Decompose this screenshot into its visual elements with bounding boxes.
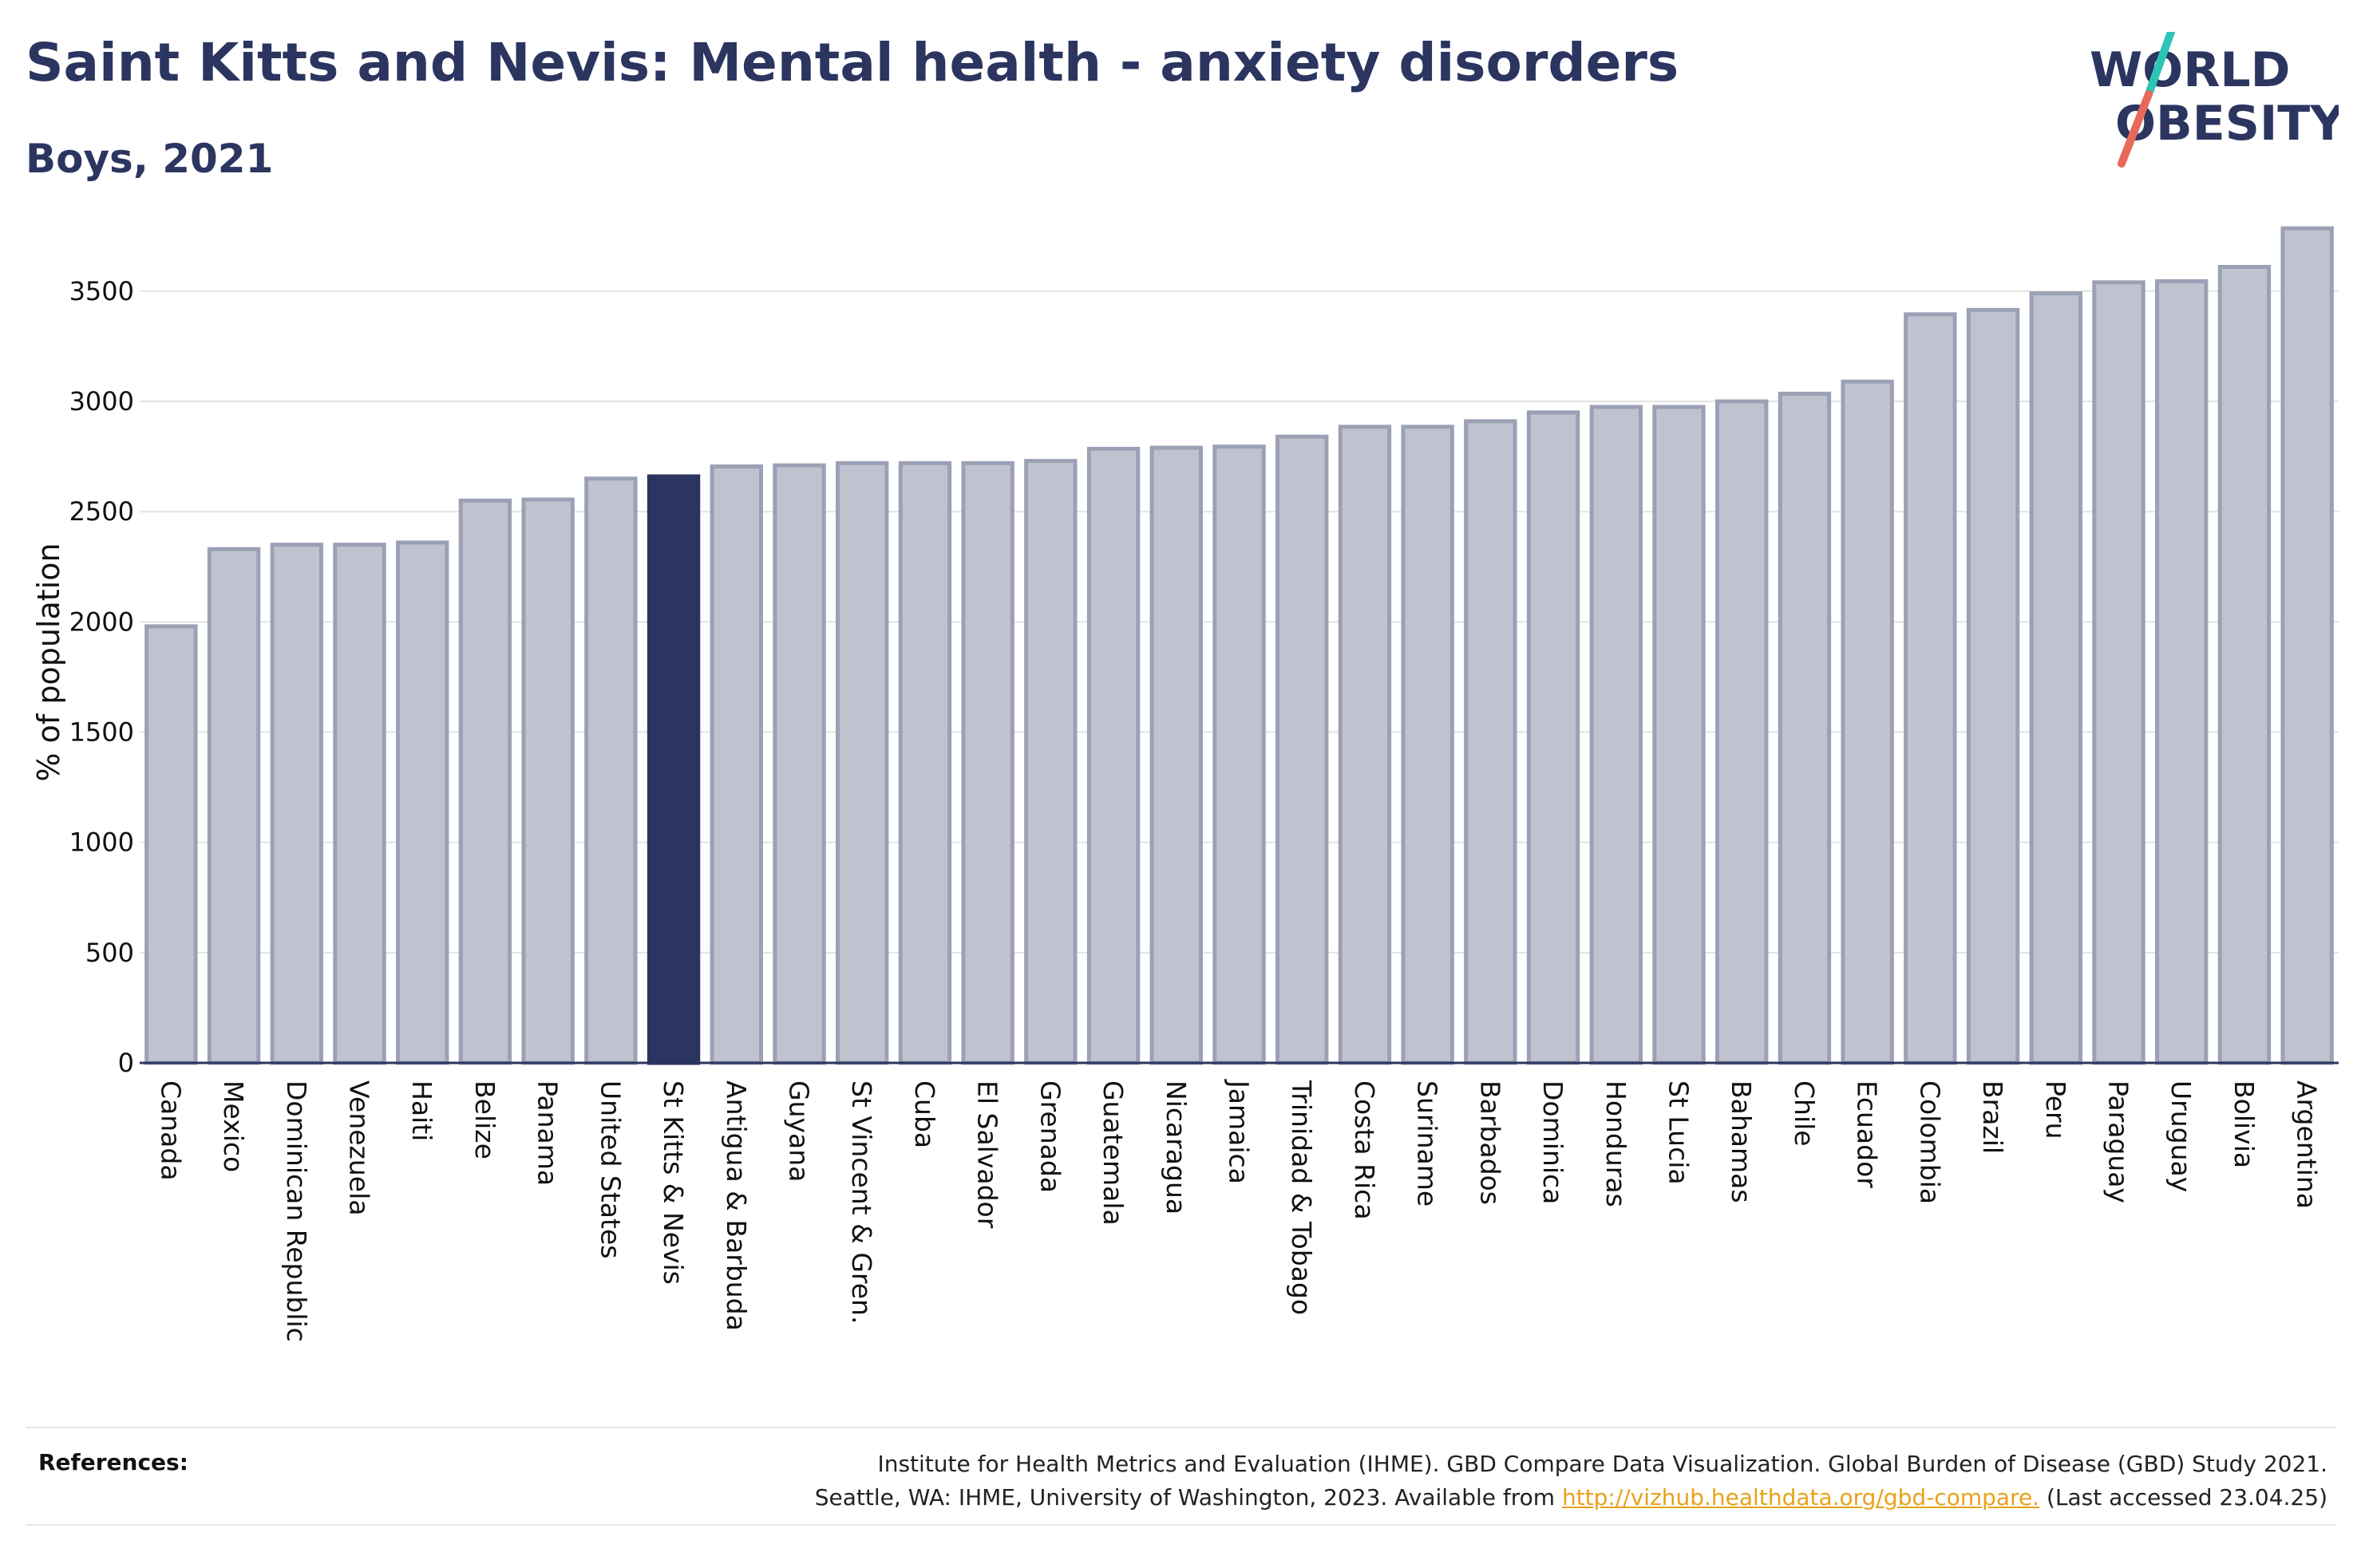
x-category-label: Peru: [2040, 1080, 2071, 1139]
x-category-label: Guatemala: [1097, 1080, 1129, 1226]
bar: [270, 543, 323, 1065]
x-category-label: Bolivia: [2229, 1080, 2260, 1168]
x-category-label: St Vincent & Gren.: [846, 1080, 877, 1324]
x-category-label: St Lucia: [1663, 1080, 1695, 1185]
y-tick-label: 500: [85, 938, 134, 968]
x-category-label: St Kitts & Nevis: [658, 1080, 689, 1285]
y-tick-label: 1000: [69, 827, 134, 858]
bar: [2217, 265, 2272, 1065]
references-line-1: Institute for Health Metrics and Evaluat…: [877, 1451, 2327, 1477]
bar: [898, 460, 952, 1065]
x-category-label: United States: [595, 1080, 626, 1258]
x-category-label: Mexico: [218, 1080, 249, 1172]
bar: [333, 543, 386, 1065]
logo-word-world: WORLD: [2090, 42, 2290, 98]
x-category-label: Chile: [1789, 1080, 1820, 1147]
bar: [961, 460, 1014, 1065]
bar: [1904, 312, 1957, 1065]
bar: [584, 476, 638, 1065]
x-category-label: Uruguay: [2165, 1080, 2197, 1192]
logo-slash-teal: [2145, 32, 2175, 98]
references-section: References: Institute for Health Metrics…: [26, 1427, 2335, 1526]
bar: [521, 497, 575, 1065]
y-tick-label: 2000: [69, 606, 134, 637]
x-category-label: Grenada: [1034, 1080, 1066, 1193]
bar-chart: 0 500 1000 1500 2000 2500 3000 3500 Canada Mexic…: [31, 226, 2339, 1342]
chart-subtitle: Boys, 2021: [26, 136, 274, 182]
x-category-label: Ecuador: [1852, 1080, 1883, 1188]
bar: [2280, 226, 2334, 1065]
bar: [836, 460, 889, 1065]
logo-word-obesity: OBESITY: [2115, 96, 2339, 152]
x-category-labels: Canada Mexico Dominican Republic Venezuela H…: [155, 1079, 2322, 1342]
x-category-label: Guyana: [784, 1080, 815, 1182]
x-category-label: Costa Rica: [1349, 1080, 1380, 1220]
bar: [1086, 446, 1141, 1065]
bar: [1778, 391, 1832, 1065]
bar: [1338, 425, 1392, 1065]
references-link[interactable]: http://vizhub.healthdata.org/gbd-compare…: [1561, 1484, 2040, 1511]
bar-highlighted: [647, 474, 701, 1065]
x-category-label: Trinidad & Tobago: [1286, 1080, 1317, 1315]
bar: [458, 498, 512, 1065]
x-category-label: Nicaragua: [1161, 1080, 1192, 1215]
x-category-label: Dominican Republic: [281, 1080, 312, 1342]
bars: [144, 226, 2334, 1065]
bar: [1652, 405, 1706, 1065]
y-tick-label: 3000: [69, 386, 134, 417]
bar: [396, 540, 449, 1065]
x-category-label: Argentina: [2292, 1080, 2323, 1209]
references-text: Institute for Health Metrics and Evaluat…: [815, 1448, 2327, 1515]
bar: [1464, 419, 1517, 1065]
references-label: References:: [38, 1449, 188, 1475]
x-category-label: Antigua & Barbuda: [721, 1080, 752, 1331]
y-tick-label: 0: [118, 1048, 134, 1078]
bar: [1275, 434, 1329, 1065]
x-category-label: Brazil: [1977, 1080, 2008, 1154]
x-category-label: Belize: [469, 1080, 500, 1159]
chart-title: Saint Kitts and Nevis: Mental health - a…: [26, 32, 1679, 93]
y-tick-labels: 0 500 1000 1500 2000 2500 3000 3500: [69, 276, 134, 1078]
x-category-label: Dominica: [1537, 1080, 1568, 1204]
bar: [207, 547, 261, 1065]
bar: [1526, 410, 1580, 1065]
bar: [144, 624, 198, 1065]
references-line-2-suffix: (Last accessed 23.04.25): [2039, 1484, 2327, 1511]
bar: [2092, 280, 2145, 1065]
x-category-label: Paraguay: [2103, 1080, 2134, 1203]
x-category-label: Cuba: [909, 1080, 940, 1148]
bar: [1841, 379, 1894, 1065]
x-category-label: Panama: [532, 1080, 564, 1186]
x-category-label: Honduras: [1600, 1080, 1631, 1207]
bar: [1212, 444, 1266, 1065]
x-category-label: Suriname: [1412, 1080, 1443, 1207]
x-category-label: El Salvador: [972, 1080, 1003, 1229]
x-category-label: Haiti: [406, 1080, 437, 1141]
y-tick-label: 2500: [69, 496, 134, 527]
references-line-2-prefix: Seattle, WA: IHME, University of Washing…: [814, 1484, 1562, 1511]
references-line-2: Seattle, WA: IHME, University of Washing…: [815, 1481, 2327, 1515]
bar: [710, 464, 763, 1065]
bar: [1715, 399, 1769, 1065]
x-category-label: Colombia: [1914, 1080, 1945, 1204]
bar: [1149, 445, 1203, 1065]
logo-slash-coral: [2118, 90, 2153, 168]
x-category-label: Venezuela: [344, 1080, 375, 1215]
x-category-label: Barbados: [1474, 1080, 1505, 1205]
y-axis-label: % of population: [31, 543, 66, 781]
bar: [2029, 291, 2082, 1065]
x-category-label: Bahamas: [1726, 1080, 1757, 1203]
y-tick-label: 1500: [69, 717, 134, 748]
x-category-label: Canada: [155, 1080, 186, 1181]
bar: [773, 463, 826, 1065]
world-obesity-logo: WORLD OBESITY: [2090, 32, 2339, 168]
x-category-label: Jamaica: [1224, 1079, 1255, 1184]
bar: [1024, 459, 1078, 1065]
y-tick-label: 3500: [69, 276, 134, 306]
bar: [1966, 307, 2020, 1065]
bar: [1589, 405, 1643, 1065]
bar: [2155, 278, 2209, 1065]
bar: [1401, 425, 1454, 1065]
